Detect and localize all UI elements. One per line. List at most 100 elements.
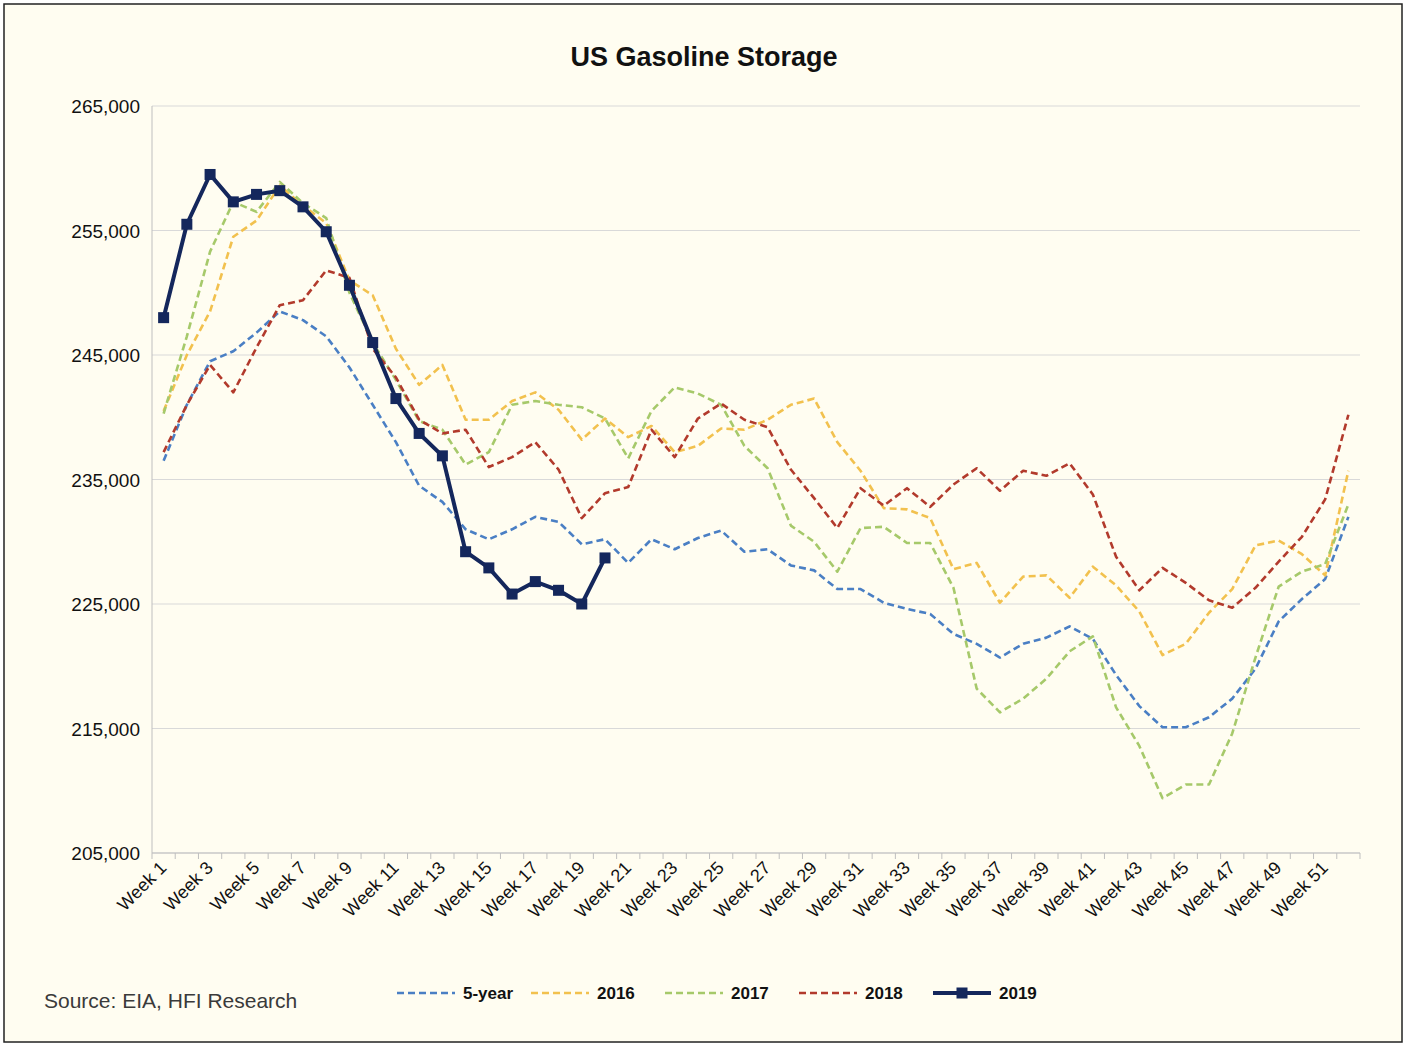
series-line (164, 182, 1349, 798)
grid-line (152, 479, 1360, 480)
x-tick (1290, 853, 1291, 859)
x-tick (1243, 853, 1244, 859)
series-marker (414, 428, 425, 439)
series-marker (321, 226, 332, 237)
x-tick (546, 853, 547, 859)
x-tick (872, 853, 873, 859)
legend-label: 2016 (597, 984, 635, 1003)
chart-frame (4, 4, 1402, 1042)
x-tick-label: Week 51 (1268, 858, 1332, 922)
legend-label: 2019 (999, 984, 1037, 1003)
x-tick (198, 853, 199, 859)
series-marker (251, 189, 262, 200)
x-tick (616, 853, 617, 859)
x-tick (570, 853, 571, 859)
grid-line (152, 230, 1360, 231)
x-tick (407, 853, 408, 859)
series-marker (181, 219, 192, 230)
series-marker (205, 169, 216, 180)
series-line (164, 174, 605, 604)
x-tick-label: Week 5 (206, 858, 263, 915)
x-tick (1127, 853, 1128, 859)
x-tick (732, 853, 733, 859)
x-tick (291, 853, 292, 859)
grid-line (152, 604, 1360, 605)
series-marker (367, 337, 378, 348)
x-tick (918, 853, 919, 859)
y-axis (152, 106, 153, 853)
x-tick (779, 853, 780, 859)
legend-marker (957, 988, 968, 999)
series-marker (228, 196, 239, 207)
x-tick (244, 853, 245, 859)
series-marker (460, 546, 471, 557)
x-tick (152, 853, 153, 859)
x-tick (477, 853, 478, 859)
y-tick-label: 215,000 (71, 719, 140, 740)
series-line (164, 186, 1349, 655)
chart: US Gasoline Storage205,000215,000225,000… (0, 0, 1408, 1048)
x-tick (825, 853, 826, 859)
x-tick (848, 853, 849, 859)
x-tick (686, 853, 687, 859)
x-tick (361, 853, 362, 859)
x-tick-label: Week 3 (160, 858, 217, 915)
series-line (164, 270, 1349, 607)
x-tick (1360, 853, 1361, 859)
series-marker (483, 562, 494, 573)
x-tick (1267, 853, 1268, 859)
legend-label: 2017 (731, 984, 769, 1003)
x-tick (965, 853, 966, 859)
title: US Gasoline Storage (570, 42, 837, 72)
series-marker (298, 201, 309, 212)
x-tick (314, 853, 315, 859)
legend-swatch (799, 992, 857, 995)
y-tick-label: 245,000 (71, 345, 140, 366)
x-tick (1011, 853, 1012, 859)
series-marker (344, 280, 355, 291)
x-tick (988, 853, 989, 859)
series-marker (507, 589, 518, 600)
x-tick (756, 853, 757, 859)
x-tick (221, 853, 222, 859)
annotation: Source: EIA, HFI Research (44, 989, 297, 1012)
x-tick (384, 853, 385, 859)
series-marker (158, 312, 169, 323)
x-tick (941, 853, 942, 859)
x-tick (454, 853, 455, 859)
x-tick (802, 853, 803, 859)
series-marker (553, 585, 564, 596)
x-tick (430, 853, 431, 859)
series-marker (390, 393, 401, 404)
x-tick (1034, 853, 1035, 859)
series-marker (576, 599, 587, 610)
series-marker (437, 450, 448, 461)
y-tick-label: 255,000 (71, 221, 140, 242)
x-tick-label: Week 7 (253, 858, 310, 915)
series-marker (530, 576, 541, 587)
x-tick-label: Week 1 (113, 858, 170, 915)
grid-line (152, 728, 1360, 729)
series-marker (600, 552, 611, 563)
y-tick-label: 205,000 (71, 843, 140, 864)
x-tick (1104, 853, 1105, 859)
x-tick (1220, 853, 1221, 859)
grid-line (152, 106, 1360, 107)
x-tick (1197, 853, 1198, 859)
legend-swatch (397, 992, 455, 995)
series-marker (274, 185, 285, 196)
legend-swatch (665, 992, 723, 995)
x-tick (593, 853, 594, 859)
x-tick (1081, 853, 1082, 859)
legend-label: 5-year (463, 984, 513, 1003)
legend-swatch (531, 992, 589, 995)
x-tick (1150, 853, 1151, 859)
x-tick (500, 853, 501, 859)
legend-label: 2018 (865, 984, 903, 1003)
x-tick (523, 853, 524, 859)
x-tick (268, 853, 269, 859)
x-tick (639, 853, 640, 859)
x-tick (1174, 853, 1175, 859)
series-line (164, 311, 1349, 727)
y-tick-label: 265,000 (71, 96, 140, 117)
